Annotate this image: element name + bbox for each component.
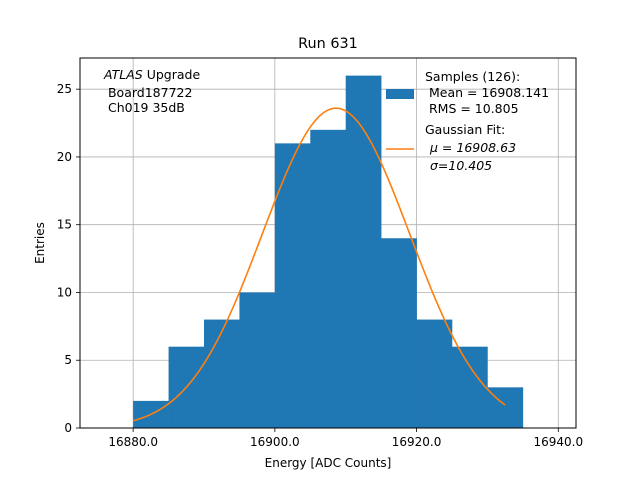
y-tick-label-4: 20 xyxy=(57,150,72,164)
histogram-bar-8 xyxy=(416,319,453,428)
gaussian-fit-line xyxy=(132,107,506,422)
histogram-bars xyxy=(133,75,524,429)
x-axis-label: Energy [ADC Counts] xyxy=(265,456,392,470)
annotation-line-2: Board187722 xyxy=(104,85,192,100)
histogram-bar-6 xyxy=(345,75,382,428)
y-tick-label-0: 0 xyxy=(64,421,72,435)
legend-samples-line-3: RMS = 10.805 xyxy=(425,101,519,116)
y-tick-label-5: 25 xyxy=(57,82,72,96)
histogram-bar-9 xyxy=(452,346,488,428)
histogram-bar-5 xyxy=(310,129,347,429)
annotation-atlas: ATLAS xyxy=(103,67,143,82)
annotation-upgrade: Upgrade xyxy=(143,67,201,82)
legend-fit-line-1: Gaussian Fit: xyxy=(425,122,505,137)
legend-samples-line-2: Mean = 16908.141 xyxy=(425,85,549,100)
chart-title: Run 631 xyxy=(298,36,358,52)
plot-frame xyxy=(79,57,577,429)
histogram-bar-10 xyxy=(487,387,524,428)
histogram-bar-3 xyxy=(239,292,276,428)
gaussian-fit xyxy=(132,107,506,422)
y-tick-label-1: 5 xyxy=(64,353,72,367)
x-tick-label-0: 16880.0 xyxy=(108,435,158,449)
x-axis-ticks: 16880.0 16900.0 16920.0 16940.0 xyxy=(108,428,583,449)
annotation-box: ATLAS Upgrade Board187722 Ch019 35dB xyxy=(103,67,200,115)
x-tick-label-1: 16900.0 xyxy=(250,435,300,449)
histogram-bar-4 xyxy=(274,143,311,428)
legend-fit-line-2: μ = 16908.63 xyxy=(429,140,516,155)
annotation-line-3: Ch019 35dB xyxy=(104,100,185,115)
histogram-bar-2 xyxy=(204,319,240,428)
annotation-line-1: ATLAS Upgrade xyxy=(103,67,200,82)
y-tick-label-3: 15 xyxy=(57,218,72,232)
y-axis-ticks: 0 5 10 15 20 25 xyxy=(57,82,80,435)
legend-fit-line-3: σ=10.405 xyxy=(430,158,492,173)
x-tick-label-3: 16940.0 xyxy=(533,435,583,449)
histogram-bar-7 xyxy=(381,238,417,428)
y-tick-label-2: 10 xyxy=(57,285,72,299)
y-axis-label: Entries xyxy=(33,222,47,264)
legend-samples-line-1: Samples (126): xyxy=(425,69,520,84)
legend: Samples (126): Mean = 16908.141 RMS = 10… xyxy=(386,69,549,173)
legend-samples-swatch xyxy=(386,89,414,99)
x-tick-label-2: 16920.0 xyxy=(392,435,442,449)
